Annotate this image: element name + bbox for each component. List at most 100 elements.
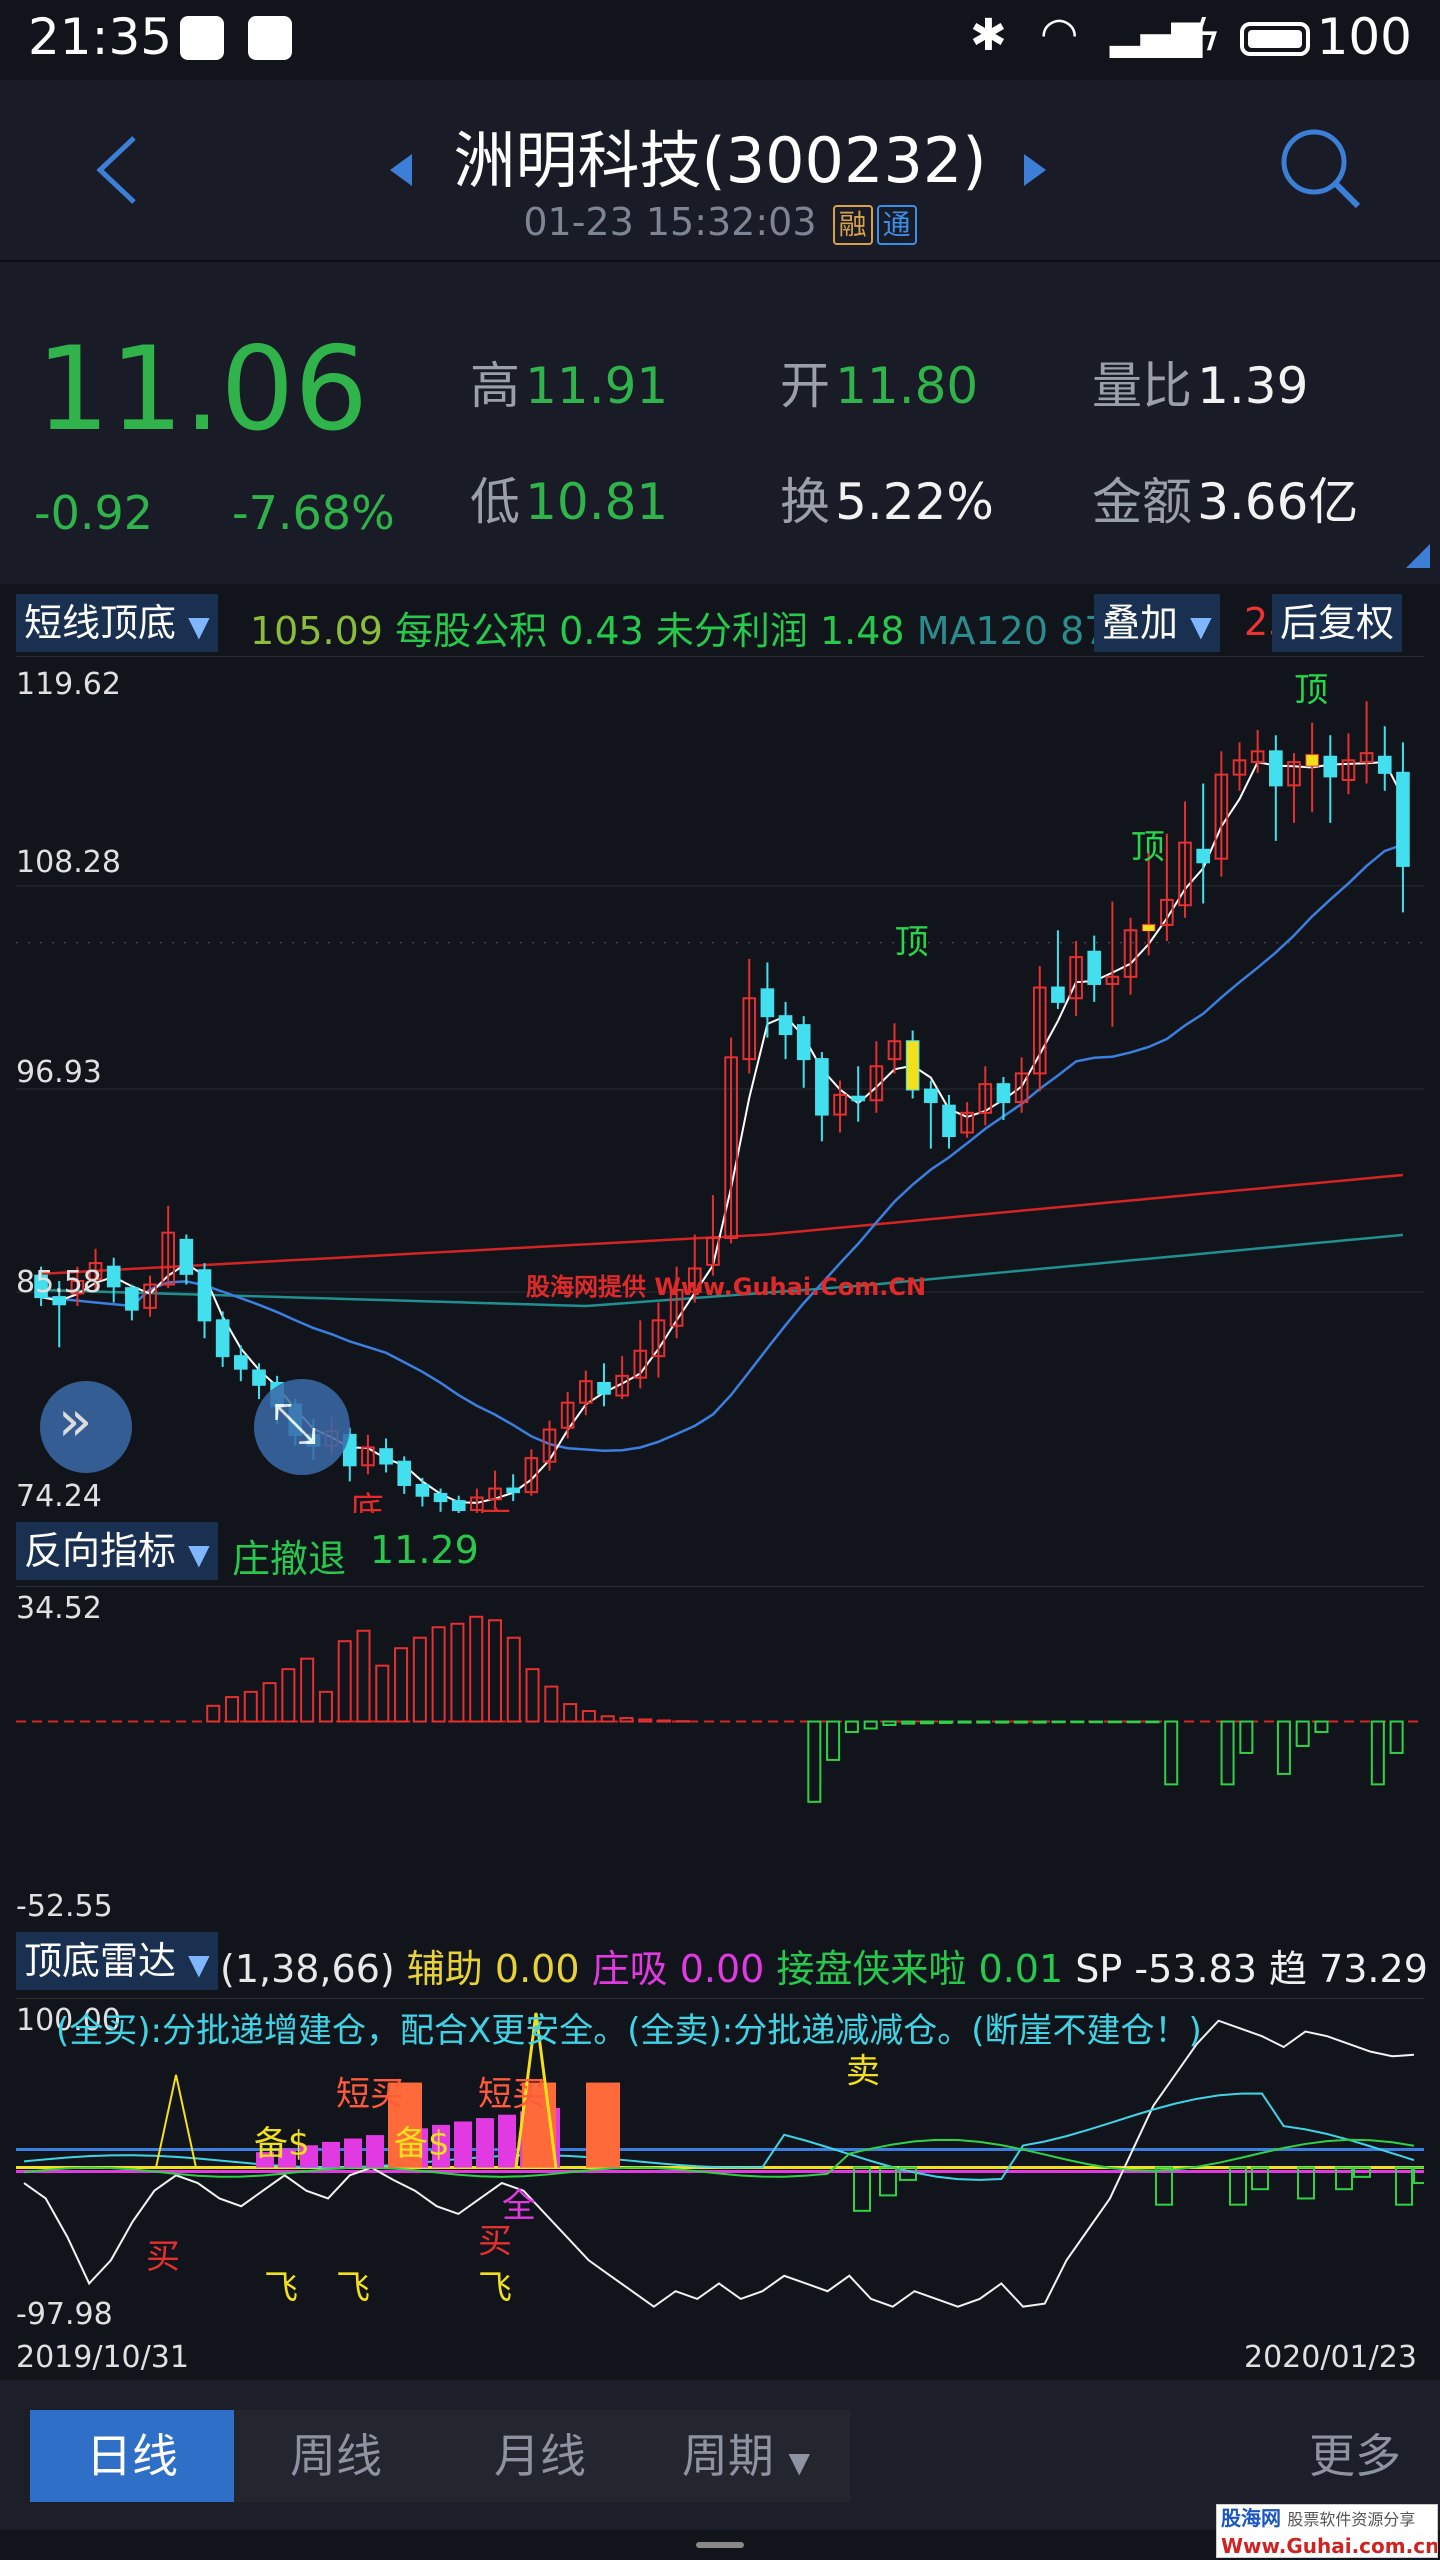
ma-red-line bbox=[41, 1173, 1404, 1276]
candlestick-chart[interactable]: 顶顶顶底底 119.62 108.28 96.93 85.58 74.24 股海… bbox=[16, 656, 1424, 1514]
indicator-selector[interactable]: 短线顶底 ▼ bbox=[16, 594, 218, 652]
reverse-bar-59 bbox=[1126, 1720, 1141, 1724]
reverse-bar-10 bbox=[206, 1704, 221, 1723]
amount-row: 金额 3.66亿 bbox=[1092, 462, 1358, 534]
radar-absorb-bar-1 bbox=[278, 2148, 296, 2168]
radar-green-box-5 bbox=[1251, 2166, 1269, 2191]
overlay-button[interactable]: 叠加 ▼ bbox=[1094, 594, 1220, 652]
candle-body-39 bbox=[742, 997, 757, 1061]
reverse-selector[interactable]: 反向指标 ▼ bbox=[16, 1522, 218, 1580]
reverse-bar-54 bbox=[1032, 1720, 1047, 1724]
fullscreen-button[interactable]: ⤡ bbox=[254, 1379, 350, 1475]
y-label-4: 85.58 bbox=[16, 1265, 102, 1300]
app-icon-1 bbox=[180, 16, 224, 60]
candle-body-74 bbox=[1377, 755, 1392, 774]
high-value: 11.91 bbox=[525, 357, 669, 415]
candle-body-66 bbox=[1232, 759, 1247, 776]
radar-green-box-10 bbox=[1413, 2166, 1424, 2185]
reverse-value: 11.29 bbox=[370, 1528, 479, 1572]
y-label-1: 119.62 bbox=[16, 667, 121, 702]
high-label: 高 bbox=[470, 357, 520, 415]
reverse-bar-65 bbox=[1239, 1720, 1254, 1754]
app-icon-2 bbox=[248, 16, 292, 60]
candle-body-30 bbox=[579, 1380, 593, 1404]
radar-label-buy-2: 买 bbox=[478, 2222, 512, 2262]
reverse-bar-55 bbox=[1051, 1720, 1066, 1724]
candle-body-7 bbox=[161, 1231, 175, 1286]
search-icon[interactable] bbox=[1276, 124, 1366, 214]
radar-yellow-spike-1 bbox=[155, 2074, 197, 2168]
candle-body-21 bbox=[415, 1483, 430, 1497]
reverse-bar-42 bbox=[807, 1720, 822, 1803]
indicator-values: 105.09 每股公积 0.43 未分利润 1.48 MA120 87 bbox=[250, 600, 1108, 655]
tab-weekly[interactable]: 周线 bbox=[234, 2410, 438, 2502]
fast-forward-icon: » bbox=[58, 1389, 93, 1454]
radar-cyan-line bbox=[23, 2092, 1415, 2181]
tab-period[interactable]: 周期 ▼ bbox=[642, 2410, 850, 2502]
reverse-bar-18 bbox=[356, 1629, 371, 1723]
radar-selector[interactable]: 顶底雷达 ▼ bbox=[16, 1932, 218, 1990]
vol-ratio-row: 量比 1.39 bbox=[1092, 346, 1308, 418]
last-price: 11.06 bbox=[36, 322, 369, 457]
fast-forward-button[interactable]: » bbox=[40, 1381, 132, 1473]
low-value: 10.81 bbox=[525, 473, 669, 531]
candle-body-26 bbox=[506, 1487, 520, 1494]
period-tab-bar: 日线 周线 月线 周期 ▼ 更多 bbox=[0, 2380, 1440, 2530]
candle-body-65 bbox=[1214, 773, 1229, 860]
reverse-bar-60 bbox=[1145, 1720, 1160, 1724]
radar-trend-label: 趋 bbox=[1268, 1947, 1307, 1991]
radar-absorb-bar-5 bbox=[366, 2135, 384, 2168]
radar-absorb-bar-11 bbox=[498, 2114, 516, 2168]
radar-green-box-2 bbox=[899, 2166, 917, 2181]
candle-body-60 bbox=[1123, 929, 1138, 978]
radar-chart[interactable]: 短买 短买卖备$ 备$ 全买买飞飞飞 100.00 -97.98 (全买):分批递增建… bbox=[16, 1998, 1424, 2335]
signal-bottom-label-0: 底 bbox=[350, 1490, 384, 1513]
reverse-bar-17 bbox=[337, 1640, 352, 1723]
reverse-bar-15 bbox=[300, 1657, 315, 1723]
fullscreen-icon: ⤡ bbox=[272, 1391, 317, 1456]
radar-green-line bbox=[23, 2138, 1415, 2178]
candle-body-27 bbox=[524, 1457, 539, 1494]
radar-label-fly-3: 飞 bbox=[478, 2268, 512, 2308]
expand-corner-icon[interactable] bbox=[1404, 542, 1432, 570]
more-button[interactable]: 更多 bbox=[1309, 2429, 1401, 2483]
reverse-bar-22 bbox=[431, 1626, 446, 1723]
restore-button[interactable]: 后复权 bbox=[1272, 594, 1403, 652]
radar-green-box-0 bbox=[853, 2166, 871, 2212]
radar-orange-bar-0 bbox=[388, 2082, 422, 2168]
back-icon[interactable] bbox=[90, 130, 150, 210]
signal-top-label-0: 顶 bbox=[895, 923, 929, 963]
reverse-bar-46 bbox=[882, 1720, 897, 1727]
candle-body-8 bbox=[179, 1238, 194, 1275]
reverse-bar-45 bbox=[863, 1720, 878, 1730]
signal-candle-1 bbox=[1142, 924, 1155, 931]
reverse-bar-28 bbox=[544, 1685, 559, 1723]
candle-body-28 bbox=[542, 1428, 557, 1463]
candle-body-36 bbox=[687, 1267, 702, 1293]
date-start: 2019/10/31 bbox=[16, 2340, 189, 2375]
candle-body-40 bbox=[760, 988, 775, 1018]
overlay-dropdown-icon: ▼ bbox=[1190, 610, 1212, 643]
high-row: 高 11.91 bbox=[470, 346, 668, 418]
radar-label-prep-1: 备$ bbox=[254, 2124, 310, 2164]
radar-green-box-1 bbox=[879, 2166, 897, 2197]
prev-stock-icon[interactable] bbox=[386, 150, 416, 190]
candle-body-41 bbox=[778, 1015, 793, 1036]
reverse-bar-51 bbox=[976, 1720, 991, 1724]
reverse-bar-69 bbox=[1314, 1720, 1329, 1733]
radar-aux-label: 辅助 bbox=[406, 1947, 483, 1991]
candle-body-69 bbox=[1287, 761, 1301, 787]
candle-body-5 bbox=[125, 1287, 139, 1311]
reverse-bar-44 bbox=[844, 1720, 859, 1733]
radar-hero-label: 接盘侠来啦 bbox=[776, 1947, 967, 1991]
tab-daily[interactable]: 日线 bbox=[30, 2410, 234, 2502]
tab-monthly[interactable]: 月线 bbox=[438, 2410, 642, 2502]
next-stock-icon[interactable] bbox=[1020, 150, 1050, 190]
info-label-1: 每股公积 bbox=[395, 609, 548, 653]
candle-body-9 bbox=[197, 1269, 212, 1322]
candle-body-22 bbox=[433, 1492, 448, 1503]
candle-body-57 bbox=[1069, 956, 1083, 1000]
radar-absorb-bar-0 bbox=[256, 2152, 274, 2168]
reverse-indicator-chart[interactable]: 34.52 -52.55 bbox=[16, 1586, 1424, 1924]
candlestick-svg: 顶顶顶底底 bbox=[16, 670, 1424, 1513]
